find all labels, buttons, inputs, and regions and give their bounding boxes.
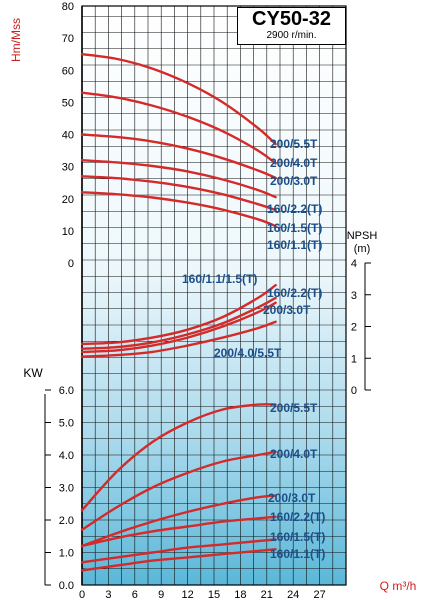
x-tick-label: 9	[158, 589, 164, 600]
npsh-tick-label: 1	[351, 353, 357, 365]
x-tick-label: 6	[132, 589, 138, 600]
npsh-series-label: 200/3.0T	[263, 303, 311, 317]
head-tick-label: 10	[62, 226, 74, 238]
power-tick-label: 3.0	[59, 483, 74, 495]
npsh-series-label: 160/1.1/1.5(T)	[182, 272, 257, 286]
power-series-label: 200/4.0T	[270, 447, 318, 461]
grid	[81, 5, 347, 586]
x-tick-label: 15	[208, 589, 220, 600]
npsh-axis-label: NPSH	[347, 230, 378, 242]
npsh-curve	[80, 284, 277, 346]
power-axis-label: KW	[23, 366, 43, 380]
curves	[80, 53, 277, 572]
x-tick-label: 21	[261, 589, 273, 600]
power-tick-label: 2.0	[59, 515, 74, 527]
chart-title: CY50-32	[252, 8, 331, 30]
x-tick-label: 18	[234, 589, 246, 600]
head-curve	[80, 175, 277, 212]
head-axis-label: Hm/Mss	[9, 18, 23, 62]
power-curve	[80, 450, 277, 531]
head-curve	[80, 91, 277, 165]
power-tick-label: 6.0	[59, 385, 74, 397]
power-tick-label: 5.0	[59, 418, 74, 430]
power-curve	[80, 515, 277, 548]
npsh-tick-label: 0	[351, 385, 357, 397]
power-tick-label: 1.0	[59, 548, 74, 560]
head-series-label: 200/5.5T	[270, 137, 318, 151]
npsh-tick-label: 3	[351, 290, 357, 302]
power-series-label: 160/2.2(T)	[270, 510, 325, 524]
head-curve	[80, 159, 277, 199]
power-series-label: 200/3.0T	[268, 491, 316, 505]
power-series-label: 160/1.1(T)	[270, 547, 325, 561]
npsh-axis-unit: (m)	[354, 243, 371, 255]
x-tick-label: 3	[105, 589, 111, 600]
head-series-label: 200/3.0T	[270, 174, 318, 188]
npsh-curve	[80, 320, 277, 358]
x-tick-label: 0	[79, 589, 85, 600]
head-tick-label: 50	[62, 97, 74, 109]
x-tick-label: 24	[287, 589, 299, 600]
npsh-curve	[80, 296, 277, 350]
head-series-label: 160/2.2(T)	[267, 202, 322, 216]
power-series-label: 200/5.5T	[270, 401, 318, 415]
npsh-curve	[80, 301, 277, 354]
head-tick-label: 30	[62, 162, 74, 174]
curve-labels: 200/5.5T 200/4.0T 200/3.0T 160/2.2(T) 160/1.…	[182, 137, 325, 561]
head-curve	[80, 133, 277, 180]
head-series-label: 160/1.5(T)	[267, 221, 322, 235]
power-tick-label: 0.0	[59, 580, 74, 592]
power-curve	[80, 403, 277, 512]
head-tick-label: 70	[62, 33, 74, 45]
x-tick-label: 12	[181, 589, 193, 600]
head-tick-label: 0	[68, 258, 74, 270]
head-tick-label: 60	[62, 65, 74, 77]
npsh-tick-label: 2	[351, 322, 357, 334]
npsh-tick-label: 4	[351, 258, 357, 270]
head-tick-label: 20	[62, 194, 74, 206]
npsh-series-label: 160/2.2(T)	[267, 286, 322, 300]
axes: 0 3 6 9 12 15 18 21 24 27Q m³/h01020304050607080H…	[9, 1, 416, 600]
chart-subtitle: 2900 r/min.	[266, 30, 317, 41]
x-axis-label: Q m³/h	[380, 579, 417, 593]
head-tick-label: 80	[62, 1, 74, 13]
head-curve	[80, 191, 277, 228]
power-curve	[80, 548, 277, 572]
power-tick-label: 4.0	[59, 450, 74, 462]
model-title-box: CY50-32 2900 r/min.	[237, 7, 346, 45]
head-series-label: 200/4.0T	[270, 156, 318, 170]
head-tick-label: 40	[62, 130, 74, 142]
x-tick-label: 27	[313, 589, 325, 600]
npsh-series-label: 200/4.0/5.5T	[214, 346, 282, 360]
head-curve	[80, 53, 277, 146]
plot-frame	[81, 5, 347, 586]
head-series-label: 160/1.1(T)	[267, 238, 322, 252]
power-series-label: 160/1.5(T)	[270, 530, 325, 544]
power-curve	[80, 494, 277, 548]
power-curve	[80, 538, 277, 564]
